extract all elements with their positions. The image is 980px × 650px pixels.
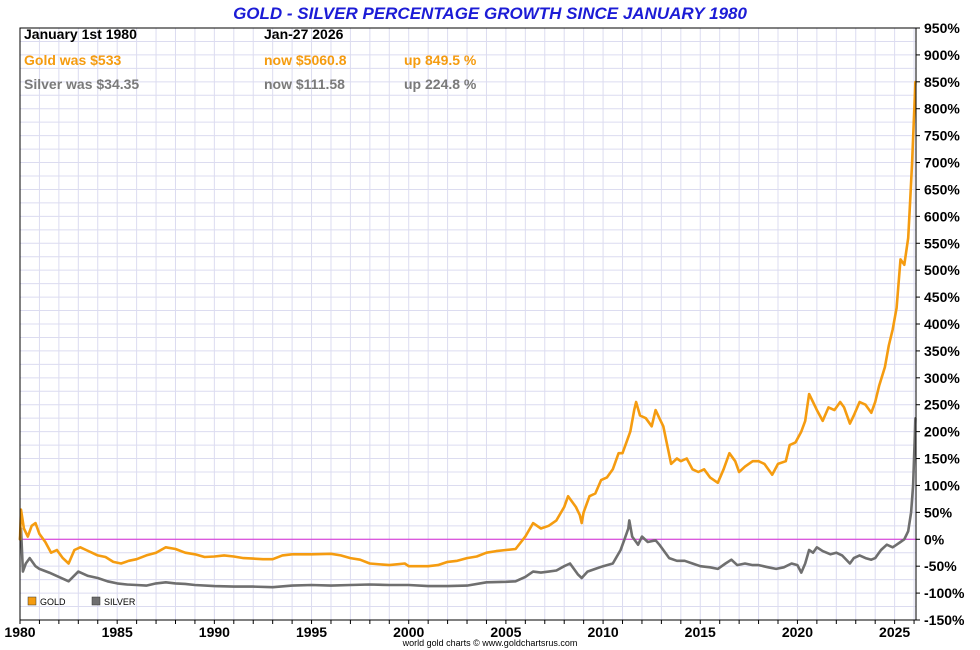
- silver-growth-percent: up 224.8 %: [404, 76, 477, 92]
- x-tick-label: 2010: [588, 624, 619, 640]
- gold-series-line: [18, 80, 917, 568]
- x-tick-label: 2005: [490, 624, 521, 640]
- y-tick-label: 100%: [924, 477, 960, 493]
- y-tick-label: 750%: [924, 128, 960, 144]
- x-axis-ticks: 1980 1985 1990 1995 2000 2005 2010 2015 2020 2025: [4, 620, 915, 640]
- y-tick-label: 900%: [924, 47, 960, 63]
- y-tick-label: 250%: [924, 397, 960, 413]
- y-tick-label: 200%: [924, 424, 960, 440]
- x-tick-label: 2025: [879, 624, 910, 640]
- source-credit: world gold charts © www.goldchartsrus.co…: [402, 638, 578, 648]
- y-tick-label: 650%: [924, 181, 960, 197]
- y-tick-label: -100%: [924, 585, 965, 601]
- start-date-label: January 1st 1980: [24, 26, 137, 42]
- legend: GOLD SILVER: [27, 596, 136, 607]
- legend-gold-label: GOLD: [40, 597, 66, 607]
- gold-start-price: Gold was $533: [24, 52, 121, 68]
- legend-gold-swatch: [27, 596, 37, 606]
- x-tick-label: 2000: [393, 624, 424, 640]
- y-tick-label: 450%: [924, 289, 960, 305]
- end-date-label: Jan-27 2026: [264, 26, 344, 42]
- y-tick-label: 850%: [924, 74, 960, 90]
- y-tick-label: 600%: [924, 208, 960, 224]
- x-tick-label: 1995: [296, 624, 327, 640]
- y-tick-label: 800%: [924, 101, 960, 117]
- gold-current-price: now $5060.8: [264, 52, 347, 68]
- legend-silver-label: SILVER: [104, 597, 136, 607]
- y-tick-label: -50%: [924, 558, 957, 574]
- chart-title: GOLD - SILVER PERCENTAGE GROWTH SINCE JA…: [233, 4, 747, 23]
- x-tick-label: 2015: [685, 624, 716, 640]
- legend-silver-swatch: [91, 596, 101, 606]
- y-tick-label: 700%: [924, 155, 960, 171]
- x-tick-label: 1985: [102, 624, 133, 640]
- y-tick-label: 400%: [924, 316, 960, 332]
- y-tick-label: 350%: [924, 343, 960, 359]
- y-tick-label: 150%: [924, 451, 960, 467]
- y-axis-ticks: -150% -100% -50% 0% 50% 100% 150% 200% 250% 300% 3…: [916, 20, 965, 628]
- y-tick-label: 950%: [924, 20, 960, 36]
- y-tick-label: 500%: [924, 262, 960, 278]
- silver-start-price: Silver was $34.35: [24, 76, 139, 92]
- y-tick-label: 0%: [924, 531, 945, 547]
- y-tick-label: 50%: [924, 504, 953, 520]
- gold-growth-percent: up 849.5 %: [404, 52, 477, 68]
- y-tick-label: 300%: [924, 370, 960, 386]
- silver-series-line: [18, 417, 917, 589]
- y-tick-label: -150%: [924, 612, 965, 628]
- series-lines: [18, 80, 917, 589]
- x-tick-label: 2020: [782, 624, 813, 640]
- silver-current-price: now $111.58: [264, 76, 345, 92]
- x-tick-label: 1980: [4, 624, 35, 640]
- y-tick-label: 550%: [924, 235, 960, 251]
- x-tick-label: 1990: [199, 624, 230, 640]
